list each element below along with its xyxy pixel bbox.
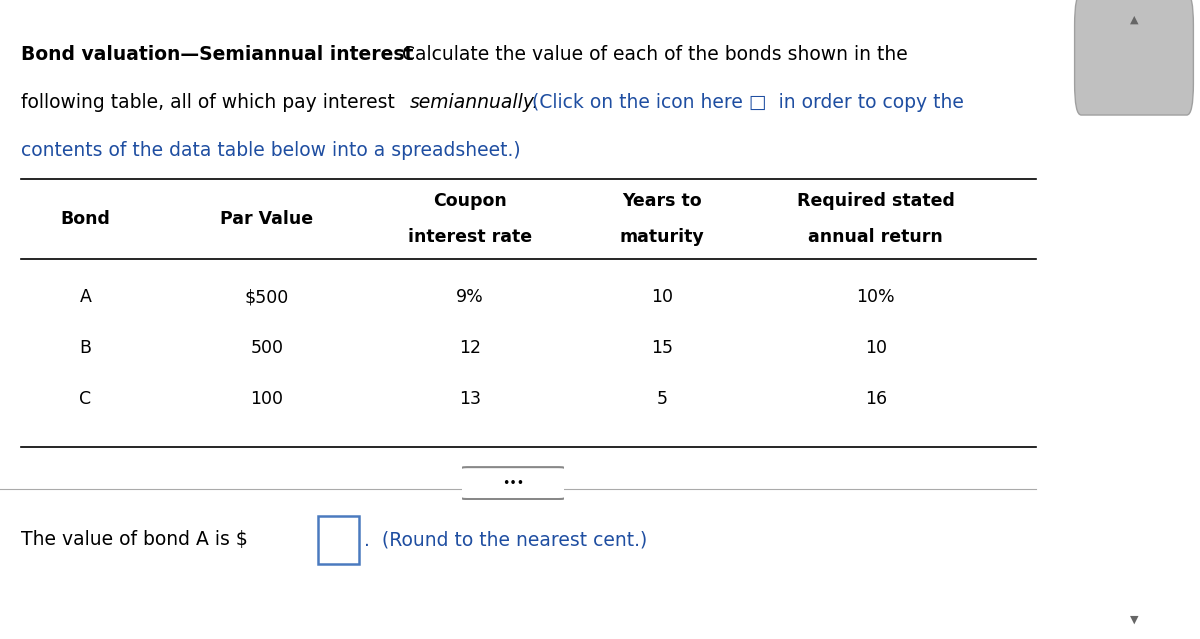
- Text: 10: 10: [652, 288, 673, 306]
- Text: 5: 5: [656, 390, 667, 408]
- Text: Calculate the value of each of the bonds shown in the: Calculate the value of each of the bonds…: [390, 45, 907, 64]
- Text: The value of bond A is $: The value of bond A is $: [22, 530, 248, 550]
- Text: Coupon: Coupon: [433, 192, 506, 210]
- Text: Bond valuation—Semiannual interest: Bond valuation—Semiannual interest: [22, 45, 414, 64]
- Text: C: C: [79, 390, 91, 408]
- FancyBboxPatch shape: [458, 467, 568, 499]
- Text: 9%: 9%: [456, 288, 484, 306]
- Text: semiannually.: semiannually.: [410, 93, 540, 112]
- Text: 13: 13: [458, 390, 481, 408]
- Text: interest rate: interest rate: [408, 227, 532, 246]
- Text: 12: 12: [458, 339, 481, 357]
- Text: 500: 500: [251, 339, 283, 357]
- Text: A: A: [79, 288, 91, 306]
- FancyBboxPatch shape: [1075, 0, 1194, 115]
- Text: 10%: 10%: [857, 288, 895, 306]
- Text: (Click on the icon here □  in order to copy the: (Click on the icon here □ in order to co…: [520, 93, 964, 112]
- Text: 10: 10: [865, 339, 887, 357]
- Text: contents of the data table below into a spreadsheet.): contents of the data table below into a …: [22, 141, 521, 160]
- Text: B: B: [79, 339, 91, 357]
- Text: $500: $500: [245, 288, 289, 306]
- Text: 15: 15: [652, 339, 673, 357]
- Text: ▼: ▼: [1129, 615, 1139, 625]
- Text: following table, all of which pay interest: following table, all of which pay intere…: [22, 93, 401, 112]
- Text: 100: 100: [251, 390, 283, 408]
- FancyBboxPatch shape: [318, 516, 359, 564]
- Text: ▲: ▲: [1129, 14, 1139, 24]
- Text: maturity: maturity: [619, 227, 704, 246]
- Text: .  (Round to the nearest cent.): . (Round to the nearest cent.): [364, 530, 648, 550]
- Text: 16: 16: [865, 390, 887, 408]
- Text: Years to: Years to: [623, 192, 702, 210]
- Text: annual return: annual return: [809, 227, 943, 246]
- Text: Par Value: Par Value: [221, 210, 313, 228]
- Text: Required stated: Required stated: [797, 192, 955, 210]
- Text: Bond: Bond: [60, 210, 110, 228]
- Text: •••: •••: [502, 477, 524, 489]
